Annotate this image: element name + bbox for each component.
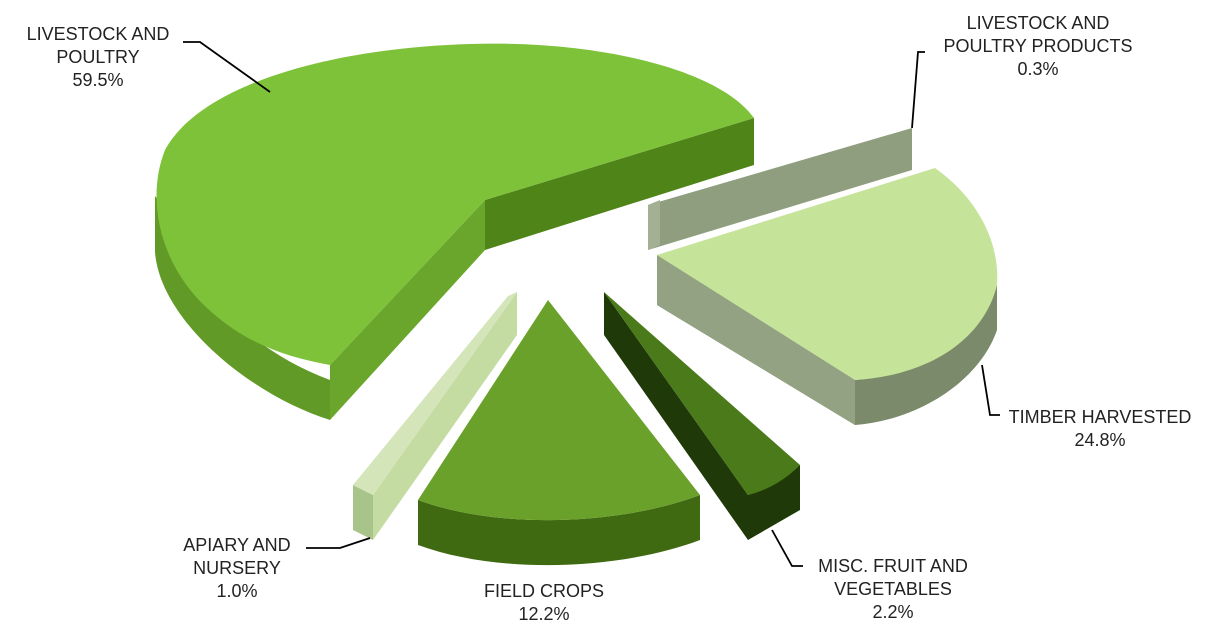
label-livestock-line2: POULTRY bbox=[56, 47, 140, 67]
label-timber-line1: TIMBER HARVESTED bbox=[1008, 407, 1192, 427]
label-apiary-pct: 1.0% bbox=[216, 581, 258, 601]
slice-apiary-side bbox=[353, 485, 373, 540]
slice-apiary-top bbox=[373, 292, 517, 540]
label-livestock-products: LIVESTOCK AND POULTRY PRODUCTS 0.3% bbox=[918, 12, 1158, 81]
label-livestock-and-poultry: LIVESTOCK AND POULTRY 59.5% bbox=[8, 23, 188, 92]
slice-livestock-side bbox=[155, 196, 330, 420]
slice-products-face bbox=[648, 128, 912, 250]
label-products-line2: POULTRY PRODUCTS bbox=[943, 36, 1133, 56]
slice-livestock-products[interactable] bbox=[648, 128, 912, 250]
slice-timber-top bbox=[657, 168, 998, 380]
slice-field-top bbox=[418, 300, 700, 521]
label-products-line1: LIVESTOCK AND bbox=[966, 13, 1110, 33]
slice-livestock-top bbox=[156, 43, 755, 365]
leader-apiary bbox=[306, 537, 371, 549]
label-misc-line1: MISC. FRUIT AND bbox=[818, 556, 968, 576]
slice-misc-fruit-vegetables[interactable] bbox=[604, 292, 800, 540]
label-timber-harvested: TIMBER HARVESTED 24.8% bbox=[990, 406, 1210, 452]
label-misc-fruit-vegetables: MISC. FRUIT AND VEGETABLES 2.2% bbox=[793, 555, 993, 624]
label-livestock-line1: LIVESTOCK AND bbox=[26, 24, 170, 44]
label-livestock-pct: 59.5% bbox=[72, 70, 124, 90]
slice-livestock-inner-side bbox=[330, 200, 485, 420]
slice-apiary-nursery[interactable] bbox=[353, 292, 517, 540]
label-field-crops: FIELD CROPS 12.2% bbox=[464, 580, 624, 626]
label-apiary-line2: NURSERY bbox=[193, 558, 281, 578]
slice-apiary-cap bbox=[353, 292, 517, 495]
slice-livestock-back-side bbox=[485, 118, 754, 250]
slice-misc-side bbox=[604, 292, 800, 540]
slice-timber-harvested[interactable] bbox=[657, 168, 998, 425]
leader-products bbox=[911, 51, 925, 129]
label-field-pct: 12.2% bbox=[518, 604, 570, 624]
label-timber-pct: 24.8% bbox=[1074, 430, 1126, 450]
slice-misc-top bbox=[604, 292, 800, 495]
label-misc-line2: VEGETABLES bbox=[834, 579, 952, 599]
label-products-pct: 0.3% bbox=[1017, 59, 1059, 79]
slice-field-crops[interactable] bbox=[418, 300, 700, 566]
slice-timber-front bbox=[657, 255, 855, 425]
leader-timber bbox=[981, 364, 1000, 416]
slice-timber-side bbox=[657, 255, 997, 425]
label-misc-pct: 2.2% bbox=[872, 602, 914, 622]
slice-livestock-and-poultry[interactable] bbox=[155, 43, 755, 420]
label-apiary-nursery: APIARY AND NURSERY 1.0% bbox=[162, 534, 312, 603]
label-apiary-line1: APIARY AND bbox=[183, 535, 291, 555]
leader-livestock bbox=[183, 41, 271, 93]
leader-misc bbox=[771, 529, 803, 567]
slice-products-edge bbox=[648, 200, 660, 250]
slice-field-side bbox=[418, 495, 700, 566]
label-field-line1: FIELD CROPS bbox=[483, 581, 605, 601]
